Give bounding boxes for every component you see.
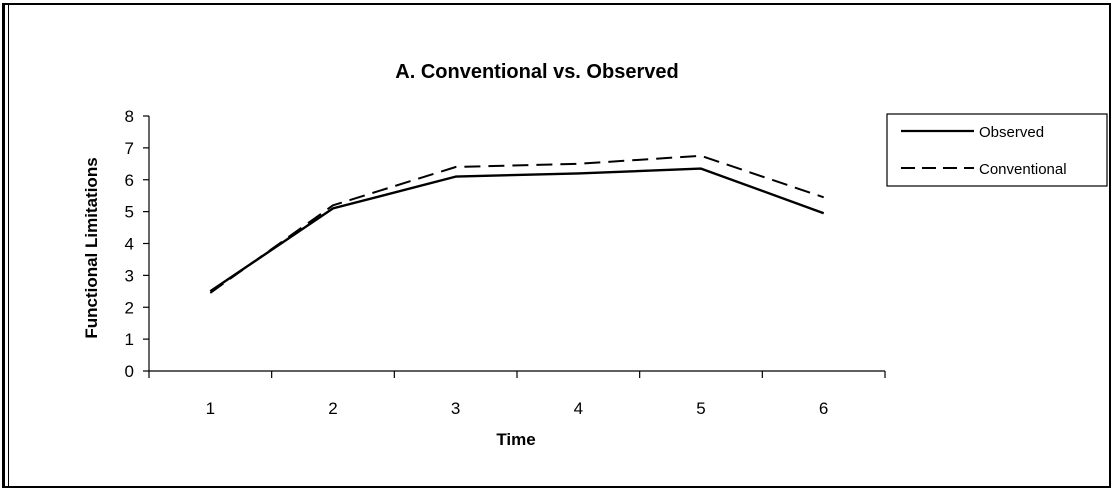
legend: Observed Conventional <box>886 113 1108 187</box>
axes <box>148 116 885 372</box>
legend-label-observed: Observed <box>979 124 1044 141</box>
y-axis-label: Functional Limitations <box>82 157 101 338</box>
y-tick-label: 3 <box>125 266 134 285</box>
y-tick-label: 0 <box>125 362 134 381</box>
y-tick-label: 8 <box>125 107 134 126</box>
y-tick-label: 6 <box>125 171 134 190</box>
series-line-conventional <box>209 154 825 294</box>
chart-frame <box>2 3 1111 488</box>
legend-label-conventional: Conventional <box>979 161 1067 178</box>
series-layer <box>209 154 825 294</box>
y-tick-label: 2 <box>125 298 134 317</box>
legend-box <box>886 113 1108 187</box>
x-axis-label: Time <box>496 430 535 449</box>
x-tick-label: 1 <box>206 399 215 418</box>
y-tick-label: 4 <box>125 235 134 254</box>
chart-title: A. Conventional vs. Observed <box>395 61 678 83</box>
x-tick-label: 4 <box>574 399 583 418</box>
series-line-observed <box>209 167 825 293</box>
x-tick-label: 5 <box>696 399 705 418</box>
x-tick-label: 3 <box>451 399 460 418</box>
y-ticks: 0 1 2 3 4 5 6 7 8 <box>125 107 149 381</box>
x-tick-label: 6 <box>819 399 828 418</box>
y-tick-label: 7 <box>125 139 134 158</box>
y-tick-label: 1 <box>125 330 134 349</box>
x-tick-label: 2 <box>328 399 337 418</box>
y-tick-label: 5 <box>125 203 134 222</box>
x-ticks: 1 2 3 4 5 6 <box>148 371 886 418</box>
